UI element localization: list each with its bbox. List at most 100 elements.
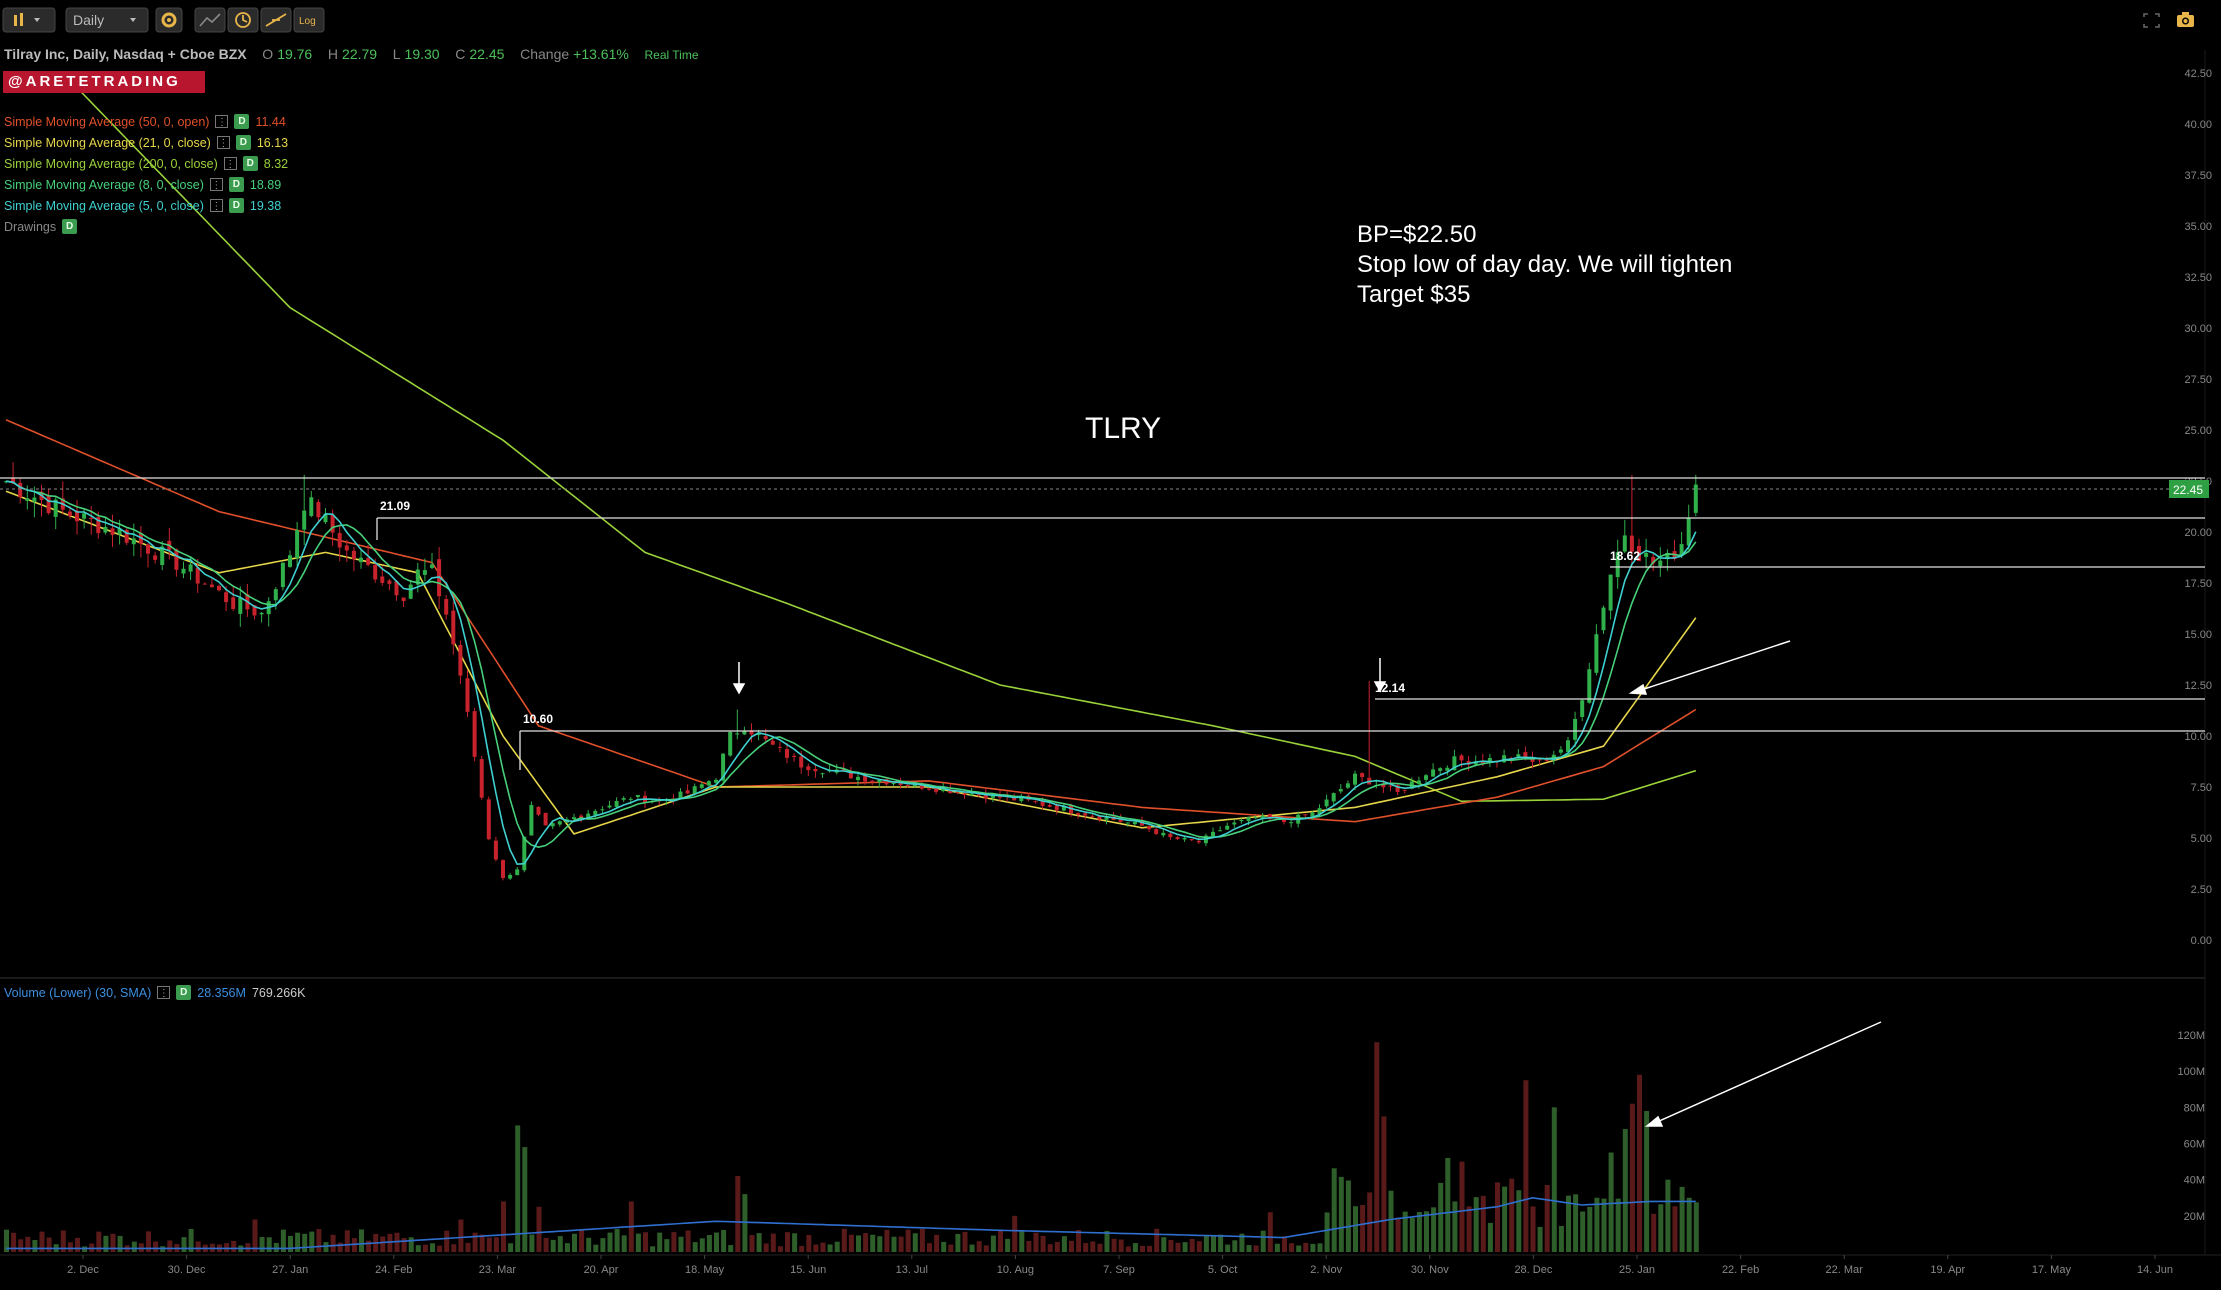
volume-bar [714,1232,719,1252]
volume-bar [529,1234,535,1252]
candle-body [344,545,349,551]
drawings-row[interactable]: Drawings D [4,219,78,234]
period-select[interactable] [65,7,149,33]
volume-bar [4,1229,9,1252]
time-axis[interactable]: 2. Dec 30. Dec 27. Jan 24. Feb 23. Mar 20. Ap… [67,1255,2173,1276]
candle-body [1615,552,1620,578]
candle-body [1452,756,1457,771]
candle-body [1594,634,1599,673]
candle-body [1658,560,1663,567]
study-row[interactable]: Simple Moving Average (8, 0, close) ⋮ D 18.… [4,177,281,192]
time-tick-label: 19. Apr [1930,1264,1965,1276]
candle-body [1047,804,1052,807]
candle-body [1431,769,1436,777]
volume-bar [1324,1212,1330,1252]
study-label: Simple Moving Average (50, 0, open) [4,114,210,129]
annotation-arrows[interactable] [732,640,1882,1127]
volume-bar [586,1237,592,1252]
candle-body [962,793,967,795]
candle-body [919,784,924,789]
study-row[interactable]: Simple Moving Average (21, 0, close) ⋮ D 16… [4,135,288,150]
log-scale-button[interactable] [293,7,325,33]
candle-body [11,478,16,484]
candle-body [32,497,37,502]
volume-bar [1267,1212,1273,1252]
sma-5-line [5,480,1697,866]
candle-body [18,482,23,498]
chart-header: Tilray Inc, Daily, Nasdaq + Cboe BZX O 19… [4,46,703,62]
candle-body [1353,773,1357,785]
volume-bar [1665,1179,1671,1252]
volume-bar [884,1229,890,1252]
study-row[interactable]: Simple Moving Average (200, 0, close) ⋮ D 8… [4,156,288,171]
study-d-badge[interactable]: D [228,198,244,213]
volume-bar [785,1232,790,1252]
volume-bar [1409,1217,1415,1252]
study-row[interactable]: Simple Moving Average (50, 0, open) ⋮ D 11.… [4,114,286,129]
arrow-price-breakout[interactable] [1631,640,1791,694]
candle-body [898,783,903,786]
volume-bar [415,1245,421,1252]
study-d-badge[interactable]: D [242,156,258,171]
candle-body [25,498,30,501]
volume-bar [763,1243,769,1252]
last-price-badge [2169,480,2209,498]
price-axis[interactable]: 42.50 40.00 37.50 35.00 32.50 30.00 27.50 25.00… [2184,68,2212,947]
study-menu-icon[interactable]: ⋮ [215,115,229,128]
volume-bar [1686,1197,1692,1252]
camera-icon[interactable] [2177,12,2194,27]
study-d-badge[interactable]: D [235,135,251,150]
study-menu-icon[interactable]: ⋮ [209,178,223,191]
candle-body [1402,789,1407,791]
candle-body [572,817,576,820]
realtime-indicator: Real Time [644,48,699,62]
volume-bar [1502,1186,1508,1252]
volume-study-row[interactable]: Volume (Lower) (30, SMA) ⋮ D 28.356M 769… [4,985,305,1000]
trade-note: BP=$22.50 Stop low of day day. We will t… [1357,220,1732,310]
drawings-d-badge[interactable]: D [62,219,78,234]
candle-body [536,806,541,815]
candle-body [785,749,789,758]
volume-bar [564,1243,570,1252]
volume-bar [1573,1194,1579,1252]
candle-body [621,798,626,800]
candle-body [259,612,264,615]
volume-bar [1274,1243,1280,1252]
candle-body [543,812,548,826]
volume-study-menu-icon[interactable]: ⋮ [157,986,171,999]
candle-body [990,794,995,798]
candle-body [295,529,300,559]
volume-bar [1388,1190,1394,1252]
volume-bar [1104,1230,1110,1252]
study-menu-icon[interactable]: ⋮ [223,157,237,170]
candle-body [1644,552,1649,557]
fullscreen-icon[interactable] [2143,13,2160,28]
volume-axis[interactable]: 120M 100M 80M 60M 40M 20M [2177,1030,2205,1223]
chart-type-button[interactable] [2,7,56,33]
time-tick-label: 27. Jan [272,1264,308,1276]
candle-body [1573,718,1578,740]
volume-bar [501,1201,506,1252]
candle-body [777,746,782,748]
study-menu-icon[interactable]: ⋮ [216,136,230,149]
candle-body [508,874,513,879]
study-row[interactable]: Simple Moving Average (5, 0, close) ⋮ D 19.… [4,198,281,213]
candle-body [522,836,527,871]
study-menu-icon[interactable]: ⋮ [209,199,223,212]
volume-bar [948,1244,954,1252]
study-value: 16.13 [256,135,289,150]
volume-tick-label: 20M [2184,1211,2205,1223]
candle-body [1161,832,1166,836]
price-tick-label: 27.50 [2184,374,2212,386]
volume-bar [1168,1239,1174,1252]
volume-study-d-badge[interactable]: D [176,985,192,1000]
arrow-volume-surge[interactable] [1647,1021,1882,1127]
low-label: L [392,46,401,62]
volume-bar [1644,1110,1650,1252]
high-value: 22.79 [342,46,378,62]
candle-body [1147,826,1152,830]
study-d-badge[interactable]: D [234,114,250,129]
study-d-badge[interactable]: D [228,177,244,192]
volume-bar [11,1232,17,1252]
